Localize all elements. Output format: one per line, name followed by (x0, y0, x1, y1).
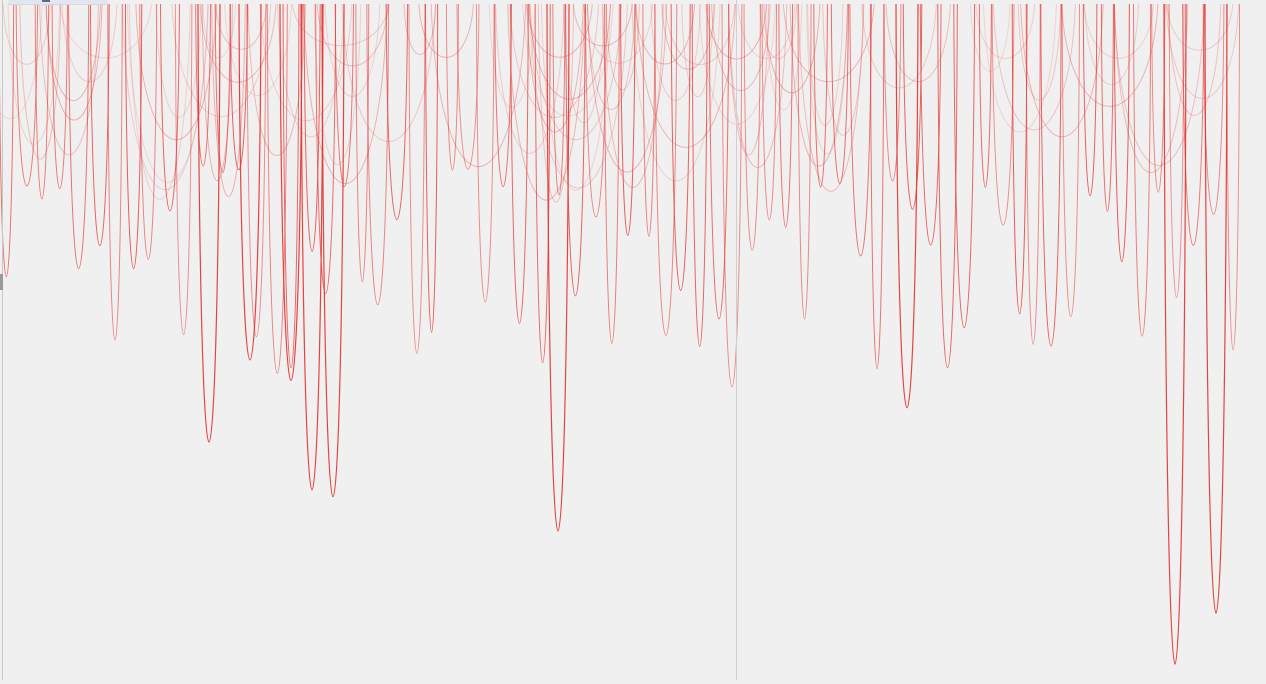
pane-divider[interactable] (736, 0, 737, 680)
red-arc (476, 4, 494, 302)
red-arc (511, 4, 529, 323)
faint-arc (682, 4, 714, 97)
red-arc (1101, 4, 1113, 211)
faint-arc (823, 4, 864, 135)
red-arc (870, 4, 883, 369)
red-arc (1026, 4, 1040, 344)
faint-arc (129, 4, 190, 199)
red-arc (831, 4, 848, 183)
red-arc (884, 4, 901, 181)
red-arc (125, 4, 141, 269)
deep-arc (1205, 4, 1227, 613)
red-arc (850, 4, 872, 256)
red-arc (1134, 4, 1151, 336)
red-arc (446, 4, 458, 170)
faint-arc (172, 4, 271, 117)
deep-arc (198, 4, 220, 442)
red-arc (709, 4, 728, 319)
red-arc (386, 4, 407, 219)
tab-marker-icon (42, 0, 50, 2)
red-arc (409, 4, 425, 353)
faint-arc (46, 4, 102, 120)
red-arc (814, 4, 828, 187)
red-arc (304, 4, 320, 251)
deep-arc (896, 4, 918, 408)
faint-arc (530, 4, 621, 140)
faint-arc (215, 4, 266, 49)
red-arc (1062, 4, 1079, 317)
faint-arc (1062, 4, 1158, 106)
red-arc (16, 4, 37, 186)
red-arc (692, 4, 707, 346)
left-pane-border (2, 0, 3, 680)
red-arc (69, 4, 89, 268)
red-arc (1041, 4, 1061, 346)
faint-arc (583, 4, 652, 63)
red-arc (140, 4, 157, 259)
faint-arc (729, 4, 787, 167)
faint-arc (636, 4, 735, 147)
faint-arc (260, 4, 352, 121)
faint-arc (122, 4, 208, 190)
faint-arc (292, 4, 389, 46)
red-arc (903, 4, 922, 209)
faint-arc (1084, 4, 1138, 85)
red-arc (722, 4, 742, 387)
faint-arc (1167, 4, 1233, 50)
red-arc (457, 4, 479, 169)
faint-arc (1084, 4, 1154, 58)
faint-arc (1114, 4, 1187, 173)
faint-arc (712, 4, 771, 91)
red-arc (1227, 4, 1240, 350)
left-resize-handle[interactable] (0, 274, 3, 290)
top-tab[interactable] (8, 0, 108, 5)
